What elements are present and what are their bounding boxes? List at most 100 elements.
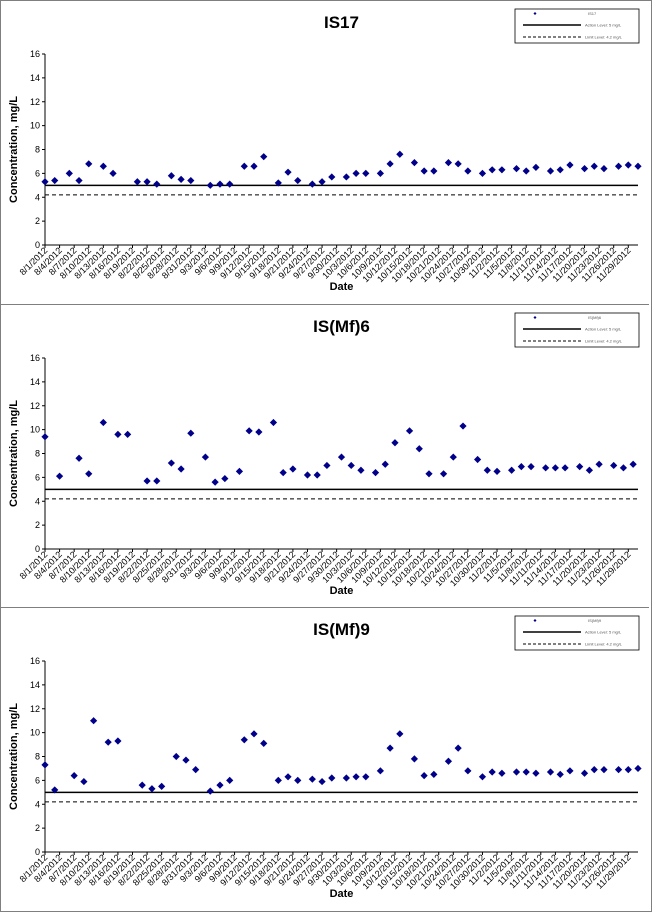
data-point (158, 782, 166, 790)
y-tick-label: 14 (30, 680, 40, 690)
data-point (104, 738, 112, 746)
chart-panel-is-mf-6: IS(Mf)6 IS(Mf)6 Action Level: 5 mg/L Limit … (1, 304, 649, 607)
y-tick-label: 0 (35, 847, 40, 857)
data-point (318, 777, 326, 786)
legend-marker (533, 316, 537, 319)
y-tick-label: 6 (35, 472, 40, 482)
data-point (614, 766, 623, 774)
data-point (201, 453, 210, 461)
y-tick-label: 4 (35, 799, 40, 809)
data-point (556, 770, 564, 779)
legend-marker (533, 12, 537, 15)
y-tick-label: 8 (35, 145, 40, 155)
y-tick-label: 12 (30, 97, 40, 107)
data-point (279, 469, 287, 477)
y-axis-title: Concentration, mg/L (8, 400, 20, 507)
data-point (634, 764, 642, 773)
data-point (216, 781, 224, 789)
data-point (498, 166, 506, 174)
data-point (226, 180, 234, 188)
legend-line2-label: Limit Level: 4.2 mg/L (585, 35, 623, 40)
data-point (614, 162, 623, 170)
data-point (211, 478, 219, 486)
y-tick-label: 2 (35, 823, 40, 833)
data-point (386, 744, 394, 752)
data-point (590, 162, 598, 170)
data-point (328, 173, 336, 181)
data-point (294, 176, 302, 185)
data-point (527, 463, 535, 471)
data-point (41, 433, 49, 441)
data-point (517, 463, 525, 471)
data-point (182, 756, 190, 764)
legend-line2-label: Limit Level: 4.2 mg/L (585, 339, 623, 344)
chart-is-mf-9: IS(Mf)9 IS(Mf)9 Action Level: 5 mg/L Limit … (8, 615, 642, 900)
data-point (546, 768, 555, 776)
y-tick-label: 6 (35, 775, 40, 785)
data-point (585, 466, 593, 474)
data-point (381, 460, 389, 468)
data-point (41, 761, 49, 769)
data-point (177, 465, 185, 473)
data-point (308, 180, 316, 188)
data-point (522, 768, 530, 776)
data-point (580, 769, 589, 777)
y-tick-label: 10 (30, 121, 40, 131)
x-axis-title: Date (330, 585, 354, 597)
y-tick-label: 12 (30, 401, 40, 411)
legend-line1-label: Action Level: 5 mg/L (585, 630, 622, 635)
data-point (532, 163, 540, 172)
data-point (255, 428, 263, 436)
chart-panel-is-mf-9: IS(Mf)9 IS(Mf)9 Action Level: 5 mg/L Limit … (1, 607, 649, 911)
y-tick-label: 16 (30, 353, 40, 363)
data-point (454, 160, 462, 168)
data-point (415, 445, 423, 453)
data-point (65, 169, 73, 177)
chart-is17: IS17 IS17 Action Level: 5 mg/L Limit Level:… (8, 8, 642, 293)
data-point (493, 467, 501, 476)
data-point (425, 470, 433, 478)
data-point (167, 459, 175, 467)
data-point (85, 470, 93, 478)
data-point (352, 169, 360, 177)
data-point (153, 477, 161, 485)
data-point (362, 773, 370, 781)
legend: IS17 Action Level: 5 mg/L Limit Level: 4.2… (514, 8, 640, 44)
data-point (172, 752, 180, 761)
data-point (51, 176, 59, 185)
data-point (308, 775, 316, 783)
data-point (250, 162, 258, 170)
y-tick-label: 2 (35, 216, 40, 226)
data-point (444, 159, 453, 167)
data-point (124, 430, 132, 438)
x-axis-title: Date (330, 281, 354, 293)
data-point (410, 159, 419, 167)
data-point (464, 767, 472, 775)
data-point (610, 461, 618, 470)
y-tick-label: 8 (35, 449, 40, 459)
data-point (439, 470, 448, 478)
data-point (187, 429, 195, 437)
data-point (284, 168, 292, 176)
data-point (148, 785, 156, 793)
data-point (386, 160, 394, 168)
data-point (250, 730, 258, 738)
data-point (464, 167, 472, 175)
data-point (396, 150, 404, 158)
data-point (138, 781, 146, 789)
data-point (478, 169, 487, 177)
y-tick-label: 6 (35, 168, 40, 178)
data-point (551, 464, 559, 472)
data-point (576, 463, 584, 471)
y-tick-label: 0 (35, 544, 40, 554)
data-point (328, 774, 336, 782)
data-point (347, 461, 355, 470)
data-point (114, 430, 122, 438)
legend-marker (533, 619, 537, 622)
data-point (561, 464, 569, 472)
data-point (240, 736, 248, 744)
data-point (532, 769, 540, 777)
chart-title: IS(Mf)6 (313, 317, 370, 336)
data-point (420, 167, 428, 175)
data-point (542, 464, 550, 472)
